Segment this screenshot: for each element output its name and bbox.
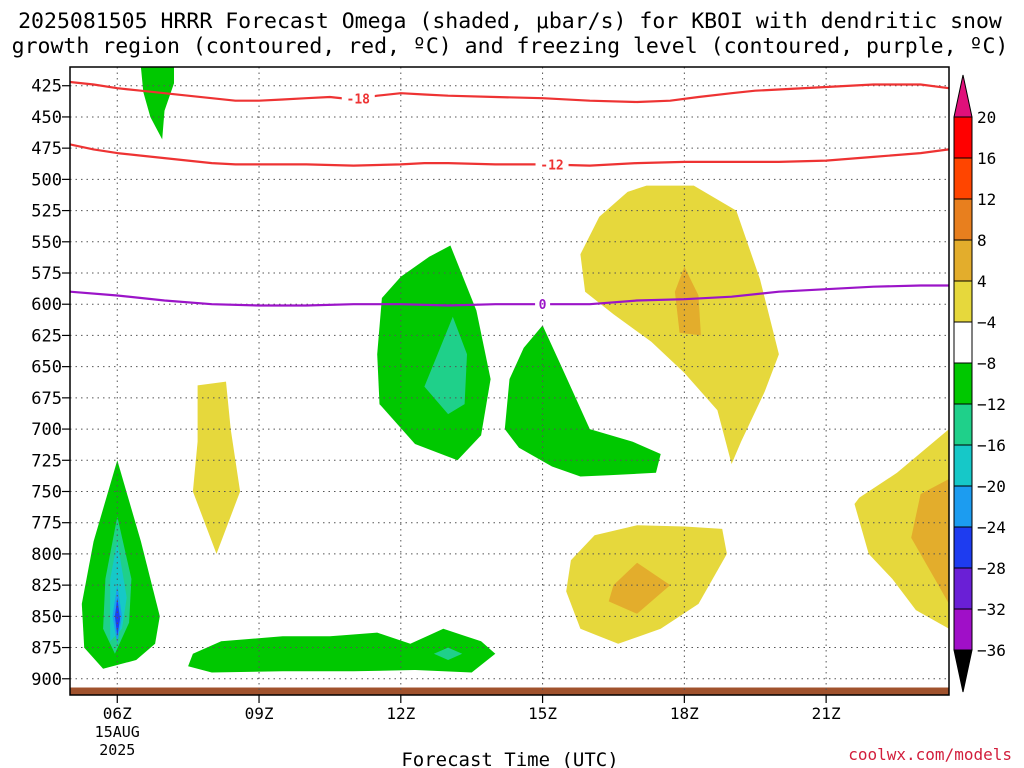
x-tick-label: 09Z <box>245 704 274 723</box>
colorbar-label: −16 <box>977 436 1006 455</box>
colorbar-label: −12 <box>977 395 1006 414</box>
colorbar-swatch <box>953 157 973 200</box>
y-tick-label: 600 <box>31 295 62 315</box>
colorbar-swatch <box>953 608 973 651</box>
omega-region-15 <box>114 597 121 637</box>
colorbar-swatch <box>953 444 973 487</box>
contour-label-bg <box>535 156 569 173</box>
contour-label-bg <box>341 90 375 107</box>
colorbar-swatch <box>953 239 973 282</box>
y-tick-label: 825 <box>31 576 62 596</box>
plot-frame <box>69 66 950 696</box>
y-tick-label: 750 <box>31 482 62 502</box>
colorbar-swatch <box>953 362 973 405</box>
omega-region-16 <box>188 628 496 673</box>
credit-text: coolwx.com/models <box>848 745 1012 764</box>
x-tick-label: 12Z <box>386 704 415 723</box>
y-tick-label: 450 <box>31 108 62 128</box>
y-tick-label: 775 <box>31 514 62 534</box>
omega-region-2 <box>424 316 467 415</box>
contour-line-2 <box>70 284 949 307</box>
contour-label-bg <box>535 296 551 313</box>
y-tick-label: 800 <box>31 545 62 565</box>
omega-region-0 <box>140 67 174 140</box>
colorbar-swatch <box>953 526 973 569</box>
temperature-contours <box>70 80 949 307</box>
contour-label: 0 <box>539 298 547 313</box>
colorbar-swatch <box>953 198 973 241</box>
y-tick-label: 525 <box>31 202 62 222</box>
y-tick-label: 675 <box>31 389 62 409</box>
x-axis-label: Forecast Time (UTC) <box>401 749 618 768</box>
chart-title-line-1: 2025081505 HRRR Forecast Omega (shaded, … <box>18 9 1002 34</box>
omega-region-8 <box>608 562 671 614</box>
y-tick-label: 875 <box>31 639 62 659</box>
y-tick-label: 575 <box>31 264 62 284</box>
omega-region-17 <box>433 647 463 660</box>
colorbar-swatch <box>953 485 973 528</box>
colorbar-label: −8 <box>977 354 996 373</box>
colorbar-label: 16 <box>977 149 996 168</box>
omega-region-5 <box>674 266 701 336</box>
y-axis-pressure: 425 450 475 500 525 550 575 600 625 650 675 700 725 7… <box>31 77 70 690</box>
colorbar-label: −28 <box>977 559 1006 578</box>
colorbar-label: 20 <box>977 108 996 127</box>
colorbar-label: −36 <box>977 641 1006 660</box>
colorbar-bottom-arrow <box>953 649 973 693</box>
omega-region-6 <box>192 381 241 554</box>
omega-region-3 <box>504 325 661 477</box>
colorbar-swatch <box>953 280 973 323</box>
colorbar-label: −32 <box>977 600 1006 619</box>
colorbar-legend: 20 16 12 8 4 −4 −8 −12 −16 −20 −24 −28 −32 −36 <box>953 74 1006 693</box>
contour-line-0 <box>70 80 949 104</box>
x-tick-label: 15Z <box>528 704 557 723</box>
colorbar-label: 4 <box>977 272 987 291</box>
contour-line-1 <box>70 143 949 167</box>
colorbar-swatch <box>953 403 973 446</box>
omega-shaded-regions <box>81 67 949 673</box>
colorbar-top-arrow <box>953 74 973 118</box>
x-tick-label: 21Z <box>812 704 841 723</box>
omega-region-1 <box>377 245 491 461</box>
chart-title-line-2: growth region (contoured, red, ºC) and f… <box>12 34 1009 59</box>
y-tick-label: 650 <box>31 358 62 378</box>
y-tick-label: 475 <box>31 139 62 159</box>
y-tick-label: 700 <box>31 420 62 440</box>
colorbar-label: −4 <box>977 313 996 332</box>
contour-label: -18 <box>347 93 371 108</box>
y-tick-label: 725 <box>31 451 62 471</box>
contour-label: -12 <box>540 159 563 174</box>
y-tick-label: 900 <box>31 670 62 690</box>
terrain-band <box>70 687 949 695</box>
omega-region-9 <box>854 429 949 629</box>
y-tick-label: 850 <box>31 607 62 627</box>
x-tick-year: 2025 <box>99 741 135 759</box>
y-tick-label: 425 <box>31 77 62 97</box>
omega-region-10 <box>911 479 949 604</box>
y-tick-label: 500 <box>31 170 62 190</box>
colorbar-swatch <box>953 567 973 610</box>
colorbar-swatch <box>953 116 973 159</box>
x-tick-label: 18Z <box>670 704 699 723</box>
colorbar-label: −24 <box>977 518 1006 537</box>
x-tick-date: 15AUG <box>95 723 140 741</box>
terrain-layer <box>70 687 949 695</box>
contour-labels: -18 -12 0 <box>341 90 569 313</box>
colorbar-label: 12 <box>977 190 996 209</box>
colorbar-label: 8 <box>977 231 987 250</box>
grid-lines <box>70 67 949 695</box>
y-tick-label: 625 <box>31 326 62 346</box>
colorbar-swatch <box>953 321 973 364</box>
colorbar-label: −20 <box>977 477 1006 496</box>
x-tick-label: 06Z <box>103 704 132 723</box>
y-tick-label: 550 <box>31 233 62 253</box>
